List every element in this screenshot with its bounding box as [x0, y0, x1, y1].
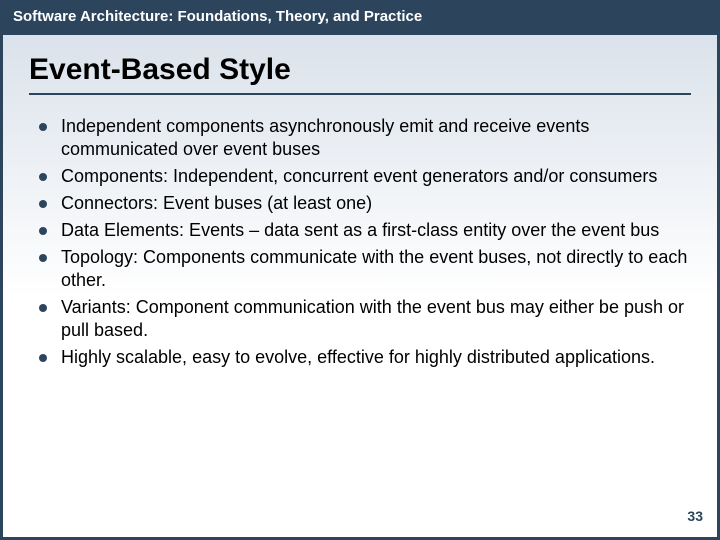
list-item: Independent components asynchronously em…: [35, 115, 691, 161]
list-item: Highly scalable, easy to evolve, effecti…: [35, 346, 691, 369]
list-item: Connectors: Event buses (at least one): [35, 192, 691, 215]
bullet-list: Independent components asynchronously em…: [29, 115, 691, 369]
list-item: Topology: Components communicate with th…: [35, 246, 691, 292]
slide-title: Event-Based Style: [29, 53, 691, 87]
list-item: Variants: Component communication with t…: [35, 296, 691, 342]
list-item: Components: Independent, concurrent even…: [35, 165, 691, 188]
slide-content: Event-Based Style Independent components…: [3, 35, 717, 534]
page-number: 33: [687, 508, 703, 524]
title-rule: [29, 93, 691, 95]
slide-frame: Software Architecture: Foundations, Theo…: [0, 0, 720, 540]
header-title: Software Architecture: Foundations, Theo…: [13, 8, 422, 25]
header-bar: Software Architecture: Foundations, Theo…: [3, 0, 717, 35]
list-item: Data Elements: Events – data sent as a f…: [35, 219, 691, 242]
